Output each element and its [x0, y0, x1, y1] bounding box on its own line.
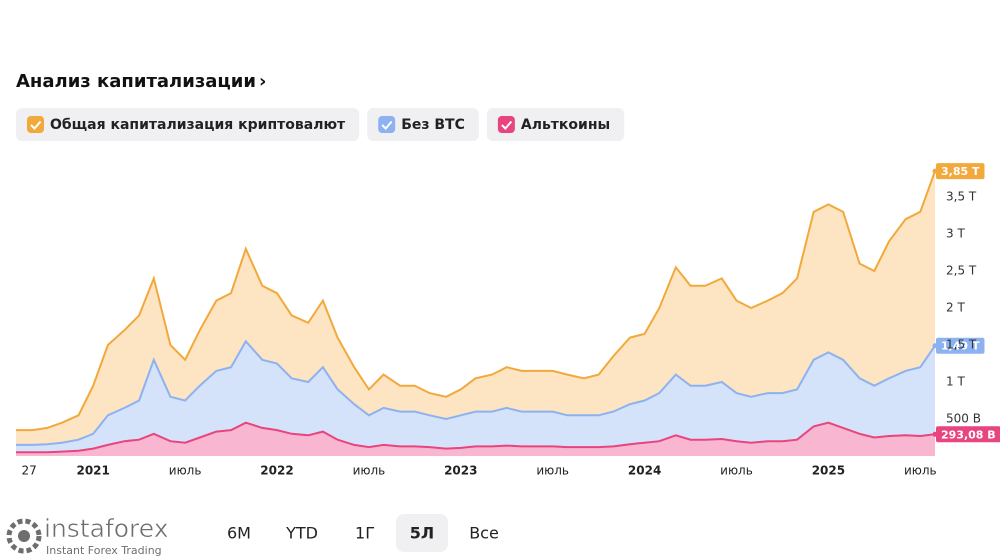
y-tick-label: 3,5 T	[946, 190, 977, 204]
y-tick-label: 500 B	[946, 412, 981, 426]
area-line	[16, 339, 936, 446]
legend-item[interactable]: Альткоины	[486, 108, 625, 141]
end-label-badge	[936, 337, 985, 354]
axes: 500 B 1 T 1,5 T 2 T 2,5 T 3 T 3,5 T 27 2021 июль 2…	[22, 190, 981, 478]
chart-title[interactable]: Анализ капитализации ›	[16, 71, 266, 92]
end-label: 293,08 B	[941, 428, 996, 441]
legend-label[interactable]: Без BTC	[401, 117, 465, 133]
x-tick-label: 2025	[812, 464, 845, 478]
range-button[interactable]: Все	[469, 524, 499, 543]
x-tick-label: 2022	[260, 464, 293, 478]
legend-item[interactable]: Без BTC	[367, 108, 479, 141]
range-button-label[interactable]: 5Л	[410, 524, 434, 543]
end-label-badge	[936, 426, 1000, 443]
legend-item[interactable]: Общая капитализация криптовалют	[16, 108, 360, 141]
legend-chip[interactable]	[367, 108, 479, 141]
end-dot	[932, 343, 938, 349]
y-tick-label: 1 T	[946, 375, 965, 389]
plot: 3,85 T 1,49 T 293,08 B	[16, 163, 1000, 456]
legend-chip[interactable]	[486, 108, 625, 141]
range-button[interactable]: 6M	[227, 524, 251, 543]
x-tick-label: июль	[720, 464, 753, 478]
x-tick-label: 2023	[444, 464, 477, 478]
x-tick-label: 2021	[76, 464, 109, 478]
legend-chip[interactable]	[16, 108, 360, 141]
watermark-logo	[6, 518, 42, 554]
watermark-logo-core	[18, 530, 30, 542]
end-label-badge	[936, 163, 985, 180]
watermark-tagline: Instant Forex Trading	[46, 544, 162, 557]
legend-label[interactable]: Общая капитализация криптовалют	[50, 117, 346, 133]
end-dot	[932, 431, 938, 437]
end-dot	[932, 168, 938, 174]
range-button-label[interactable]: YTD	[285, 524, 318, 543]
x-tick-label: июль	[904, 464, 937, 478]
watermark: instaforex Instant Forex Trading	[6, 514, 169, 557]
x-tick-label: 2024	[628, 464, 661, 478]
range-button-label[interactable]: 1Г	[355, 524, 375, 543]
legend-checkbox[interactable]	[27, 116, 44, 133]
y-tick-label: 1,5 T	[946, 338, 977, 352]
range-buttons: 6M YTD 1Г 5Л Все	[227, 514, 499, 552]
area-line	[16, 421, 936, 454]
title-text[interactable]: Анализ капитализации	[16, 71, 256, 92]
range-button[interactable]: YTD	[285, 524, 318, 543]
y-tick-label: 2,5 T	[946, 264, 977, 278]
end-label: 1,49 T	[941, 340, 980, 353]
area-fill	[16, 422, 935, 456]
y-tick-label: 2 T	[946, 301, 965, 315]
y-tick-label: 3 T	[946, 227, 965, 241]
legend-check	[501, 120, 513, 130]
range-button-label[interactable]: 6M	[227, 524, 251, 543]
end-label: 3,85 T	[941, 165, 980, 178]
legend-label[interactable]: Альткоины	[521, 117, 610, 133]
x-tick-label: июль	[169, 464, 202, 478]
x-tick-label: 27	[22, 464, 37, 478]
legend-checkbox[interactable]	[497, 116, 515, 133]
range-button[interactable]: 1Г	[355, 524, 375, 543]
range-button-label[interactable]: Все	[469, 524, 499, 543]
x-tick-label: июль	[353, 464, 386, 478]
area-line	[16, 170, 936, 432]
legend-check	[381, 120, 393, 130]
range-button[interactable]: 5Л	[396, 514, 448, 552]
legend-checkbox[interactable]	[378, 116, 396, 133]
range-button-selected[interactable]	[396, 514, 448, 552]
x-tick-label: июль	[536, 464, 569, 478]
legend: Общая капитализация криптовалют Без BTC Ал…	[16, 108, 625, 141]
watermark-brand: instaforex	[44, 514, 169, 543]
title-arrow[interactable]: ›	[259, 71, 266, 92]
legend-check	[30, 120, 42, 130]
